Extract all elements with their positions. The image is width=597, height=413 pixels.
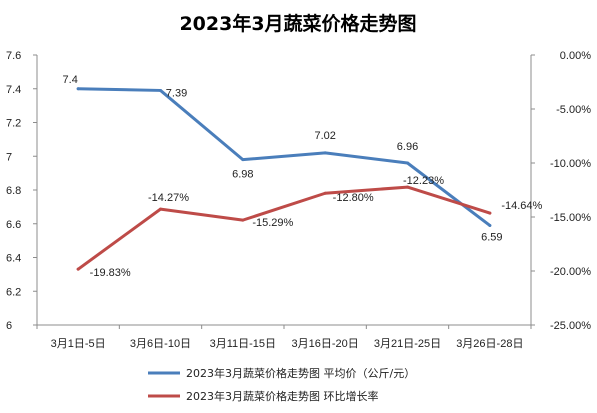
y-left-tick-label: 7.6 [6,50,21,62]
data-label: -15.29% [252,217,293,229]
data-label: -14.64% [501,200,542,212]
y-right-tick-label: -15.00% [550,212,591,224]
data-point [159,207,162,211]
data-point [241,158,245,162]
data-point [323,191,327,195]
y-left-tick-label: 7.2 [6,118,21,130]
y-right-tick-label: -25.00% [550,320,591,332]
y-left-tick-label: 6.2 [6,286,21,298]
y-left-tick-label: 6 [6,320,12,332]
legend-label: 2023年3月蔬菜价格走势图 平均价（公斤/元） [186,366,415,380]
x-tick-label: 3月6日-10日 [130,338,191,350]
y-right-tick-label: -20.00% [550,266,591,278]
data-point [488,223,492,227]
series-layer: 7.4 7.39 6.98 7.02 6.96 6.59 -19.83% -14.27% -15… [63,74,543,279]
data-label: 7.39 [166,87,187,99]
data-point [159,88,162,92]
legend: 2023年3月蔬菜价格走势图 平均价（公斤/元） 2023年3月蔬菜价格走势图 环… [148,366,415,403]
axes: 6 6.2 6.4 6.6 6.8 7 7.2 7.4 7.6 -25.00% -20.00% -15… [6,50,591,350]
y-left-tick-label: 7 [6,151,12,163]
data-label: 6.59 [481,231,502,243]
y-left-tick-label: 6.8 [6,185,21,197]
x-tick-label: 3月11日-15日 [210,338,276,350]
data-label: 7.02 [314,130,335,142]
data-label: -19.83% [90,267,131,279]
x-tick-label: 3月16日-20日 [292,338,359,350]
data-label: 6.98 [232,169,253,181]
data-point [406,185,409,189]
x-tick-label: 3月21日-25日 [374,338,441,350]
data-point [323,151,327,155]
data-label: -12.80% [333,192,374,204]
x-tick-label: 3月26日-28日 [456,338,523,350]
y-left-tick-label: 7.4 [6,84,21,96]
data-point [76,267,80,271]
x-tick-label: 3月1日-5日 [51,338,106,350]
y-left-tick-label: 6.6 [6,219,21,231]
legend-label: 2023年3月蔬菜价格走势图 环比增长率 [186,389,379,403]
chart-title: 2023年3月蔬菜价格走势图 [179,12,416,35]
data-label: -12.23% [403,175,444,187]
data-point [76,87,80,91]
data-point [406,161,409,165]
series-line-1 [76,87,492,227]
data-label: -14.27% [148,192,189,204]
y-left-tick-label: 6.4 [6,253,21,265]
data-point [241,218,245,222]
data-label: 6.96 [397,141,418,153]
y-right-tick-label: 0.00% [560,50,591,62]
data-point [488,211,492,215]
y-right-tick-label: -10.00% [550,158,591,170]
data-label: 7.4 [63,74,78,86]
series-line-2 [76,185,492,271]
y-right-tick-label: -5.00% [556,104,591,116]
